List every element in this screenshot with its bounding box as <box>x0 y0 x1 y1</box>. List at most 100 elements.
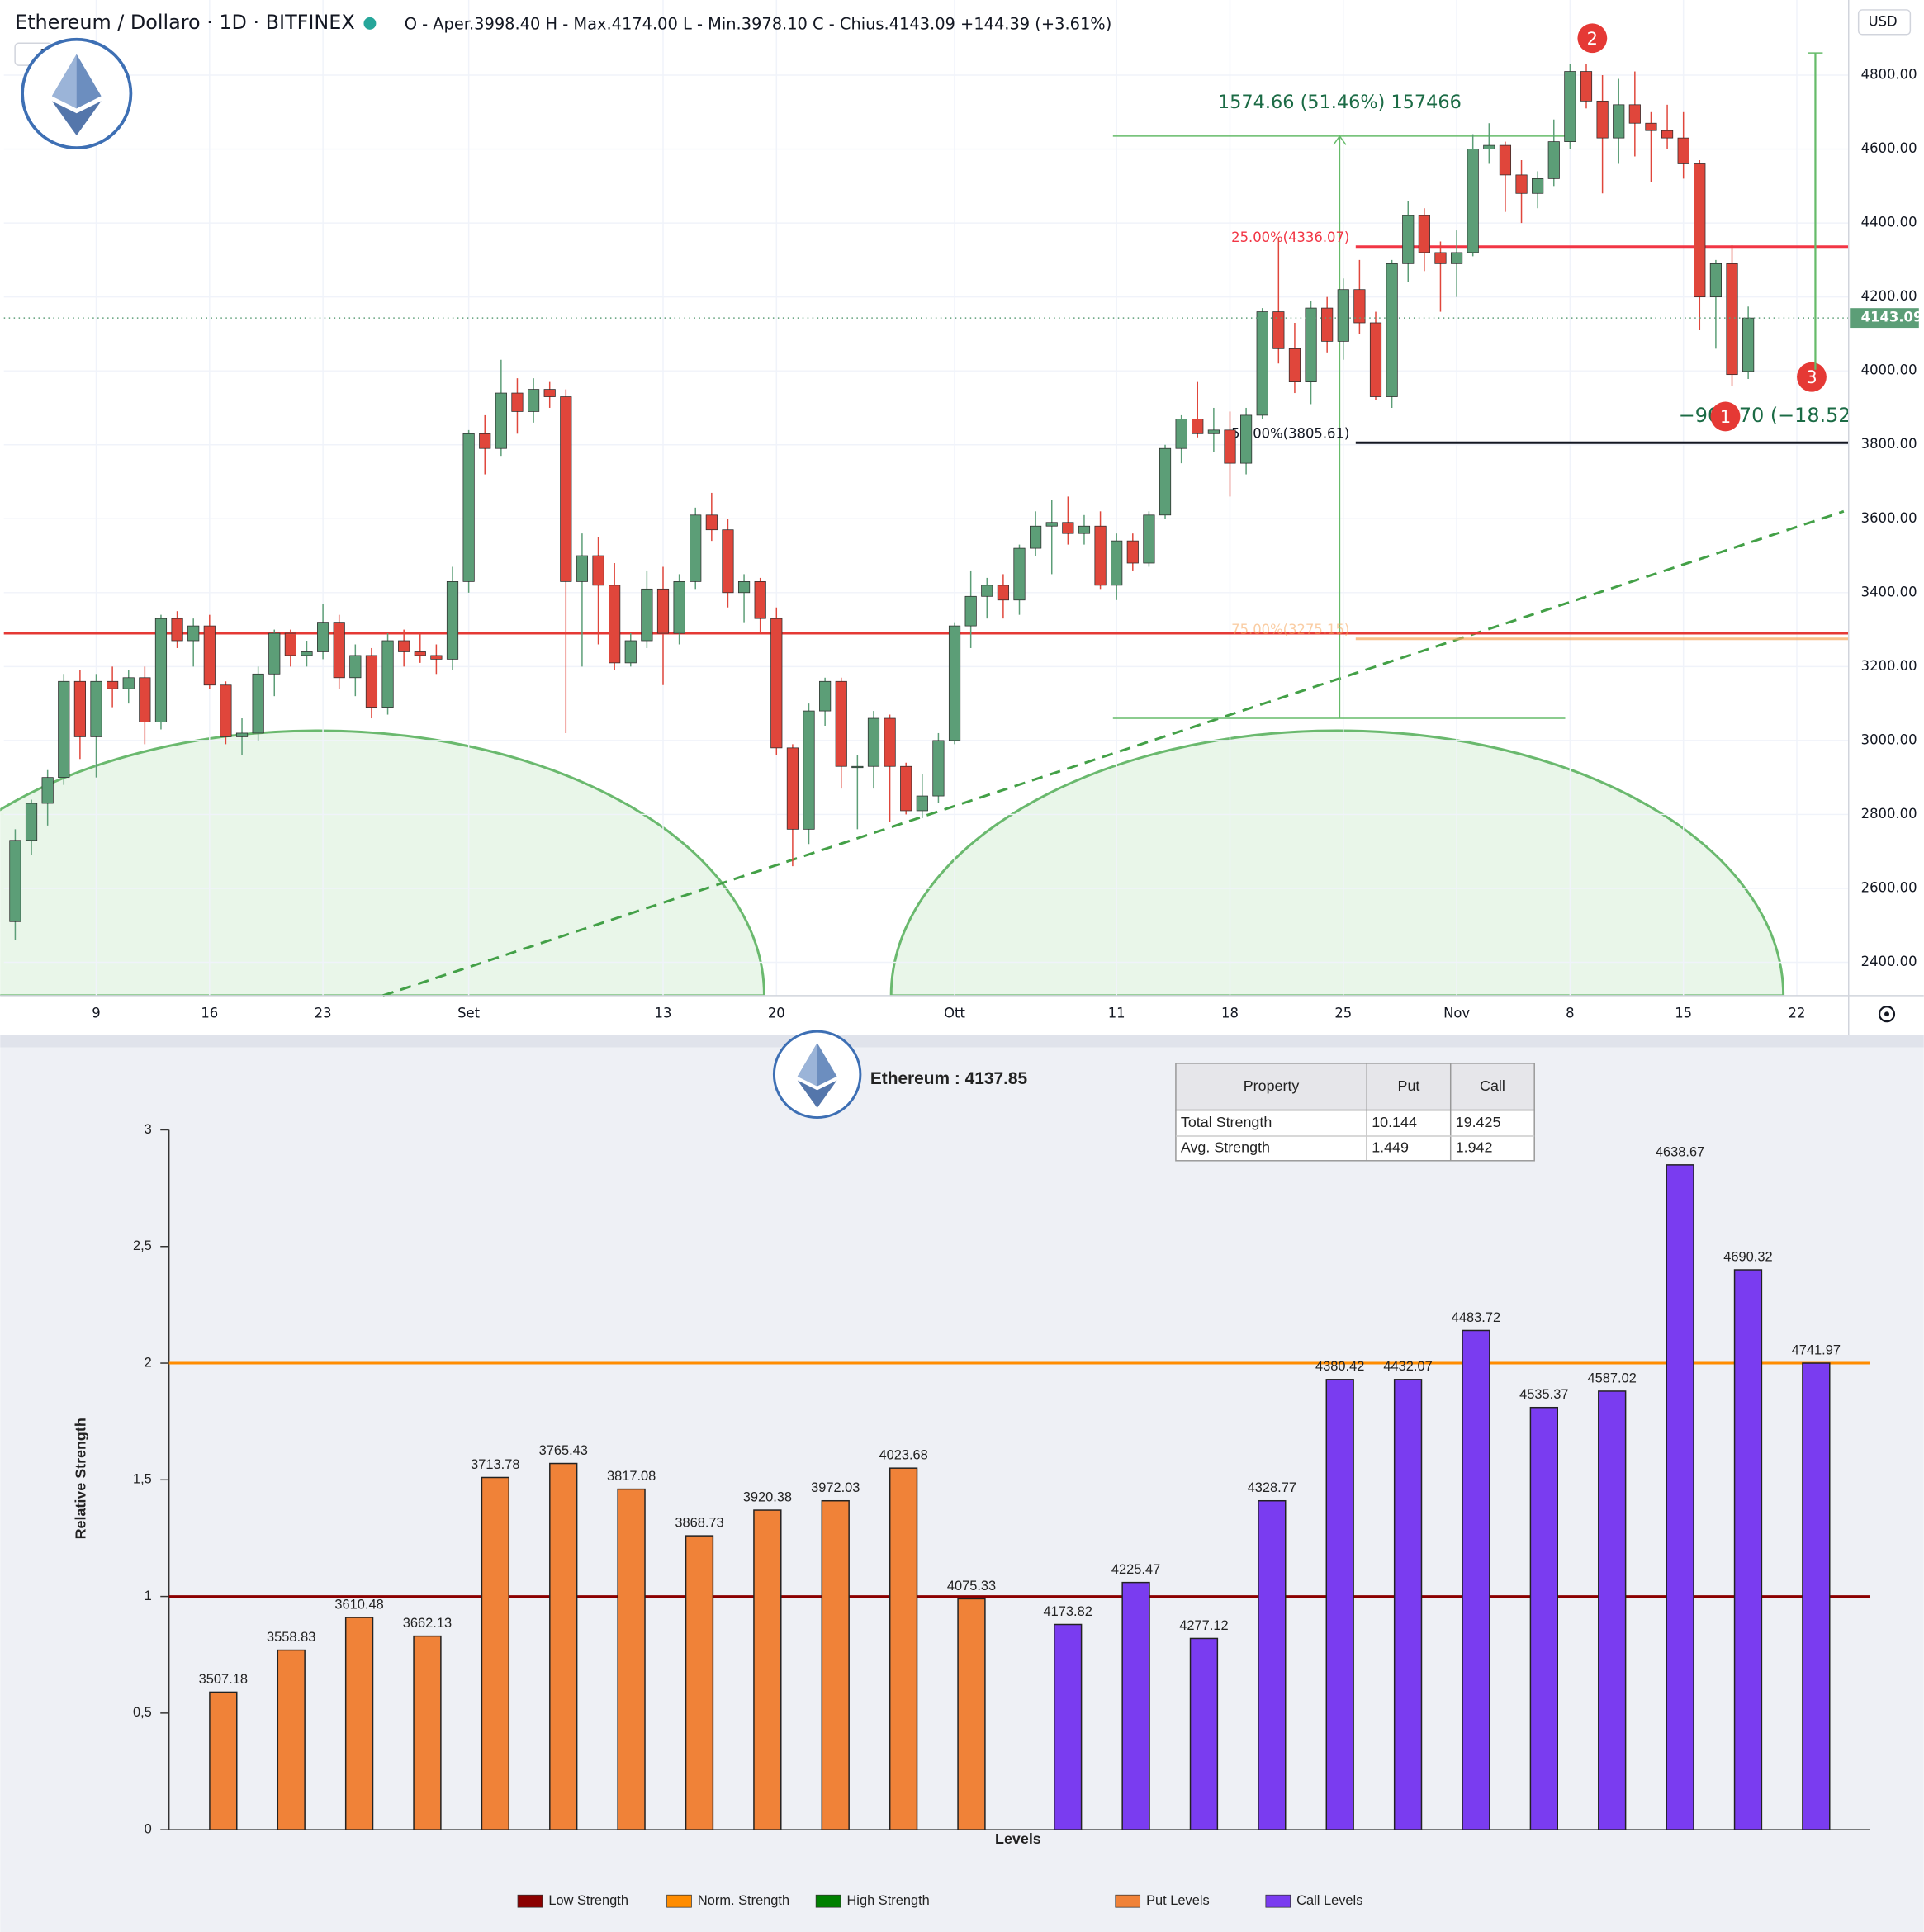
candle-body <box>1694 163 1706 298</box>
bar <box>1529 1406 1558 1830</box>
candle-body <box>1126 540 1139 564</box>
candle-body <box>1580 71 1593 102</box>
bar <box>1393 1379 1423 1830</box>
candle-body <box>527 389 540 412</box>
eth-logo-small <box>772 1030 862 1120</box>
candle-body <box>786 747 799 830</box>
x-tick-label: 8 <box>1566 1006 1574 1021</box>
eth-logo <box>21 37 133 149</box>
candle-body <box>1709 263 1722 298</box>
arc <box>889 729 1785 996</box>
x-tick-label: 11 <box>1108 1006 1125 1021</box>
candle-body <box>203 625 216 686</box>
candle-body <box>1418 215 1430 253</box>
candle-body <box>252 673 264 734</box>
settings-icon[interactable] <box>1878 1006 1896 1023</box>
bar <box>821 1499 850 1830</box>
candle-body <box>171 618 183 642</box>
table-cell: Total Strength <box>1181 1114 1272 1130</box>
candle-body <box>1515 174 1528 194</box>
y-tick-label: 4000.00 <box>1861 362 1917 378</box>
candle-body <box>656 588 670 634</box>
candle-body <box>1256 311 1268 416</box>
bar-level-label: 4638.67 <box>1656 1144 1704 1159</box>
legend-swatch <box>1265 1894 1291 1908</box>
bar <box>413 1635 442 1830</box>
x-tick-label: 22 <box>1789 1006 1806 1021</box>
x-tick-label: 25 <box>1334 1006 1352 1021</box>
candle-body <box>1369 322 1382 397</box>
bar <box>1054 1623 1083 1830</box>
marker-label: 1 <box>1720 407 1731 427</box>
marker-badge <box>1710 401 1741 432</box>
candle-body <box>1564 71 1576 142</box>
table-cell: 1.942 <box>1456 1139 1493 1156</box>
chart-layer: 2400.00 2600.00 2800.00 3000.00 3200.00 3400.… <box>3 0 1922 1908</box>
candle-body <box>1013 547 1026 601</box>
bar <box>1258 1499 1287 1830</box>
x-tick-label: 20 <box>768 1006 785 1021</box>
candle-body <box>1483 144 1495 149</box>
bar <box>957 1598 986 1830</box>
candle-body <box>139 677 151 722</box>
table-header: Property <box>1244 1077 1300 1094</box>
level-label: 25.00%(4336.07) <box>1231 230 1349 245</box>
bar <box>209 1691 238 1830</box>
table-header: Put <box>1398 1077 1420 1094</box>
bar <box>1666 1164 1694 1830</box>
bar-level-label: 4535.37 <box>1519 1387 1568 1402</box>
y-tick-label: 0 <box>145 1821 152 1836</box>
x-tick-label: 9 <box>92 1006 100 1021</box>
candle-body <box>1677 137 1689 164</box>
candle-body <box>220 684 232 737</box>
candle-body <box>1224 429 1236 464</box>
candle-body <box>673 581 685 634</box>
bar <box>344 1617 374 1830</box>
y-tick-label: 2,5 <box>133 1238 152 1253</box>
candle-body <box>1613 104 1625 139</box>
y-tick-label: 4800.00 <box>1861 67 1917 83</box>
candle-body <box>1467 149 1479 253</box>
bar <box>277 1649 306 1830</box>
x-tick-label: 16 <box>201 1006 218 1021</box>
candle-body <box>301 651 313 656</box>
candle-body <box>1111 540 1123 586</box>
legend-swatch <box>815 1894 841 1908</box>
candle-body <box>609 585 621 664</box>
candle-body <box>365 655 378 708</box>
table-cell: 19.425 <box>1456 1114 1501 1130</box>
legend-swatch <box>666 1894 692 1908</box>
candle-body <box>1175 419 1187 449</box>
last-price-tag <box>1850 308 1919 329</box>
legend-label: Norm. Strength <box>698 1893 789 1908</box>
y-tick-label: 1,5 <box>133 1472 152 1487</box>
candle-body <box>1450 252 1463 264</box>
bar <box>1121 1581 1150 1830</box>
candle-body <box>916 795 928 812</box>
candle-body <box>107 680 119 689</box>
bar-level-label: 4483.72 <box>1452 1310 1500 1325</box>
candle-body <box>1288 348 1301 382</box>
arcs <box>0 729 1785 996</box>
x-tick-label: 23 <box>315 1006 332 1021</box>
x-axis-title: Levels <box>995 1830 1041 1847</box>
legend-label: Low Strength <box>548 1893 628 1908</box>
bar-level-label: 3817.08 <box>607 1469 656 1484</box>
candle-body <box>1207 429 1220 434</box>
currency-button[interactable] <box>1857 9 1912 36</box>
currency-label[interactable]: USD <box>1869 13 1898 29</box>
candle-body <box>1192 419 1204 434</box>
separator <box>0 1035 1924 1048</box>
x-tick-label: 15 <box>1675 1006 1692 1021</box>
candle-body <box>1532 178 1544 194</box>
y-tick-label: 4600.00 <box>1861 140 1917 156</box>
candle-body <box>1499 144 1512 176</box>
candle-body <box>446 581 459 660</box>
candle-body <box>317 622 329 652</box>
y-tick-label: 3200.00 <box>1861 658 1917 674</box>
bar-level-label: 4225.47 <box>1111 1562 1160 1577</box>
candle-body <box>1353 289 1366 324</box>
candle-body <box>1402 215 1415 264</box>
candle-body <box>932 740 945 797</box>
bar <box>1598 1390 1627 1830</box>
